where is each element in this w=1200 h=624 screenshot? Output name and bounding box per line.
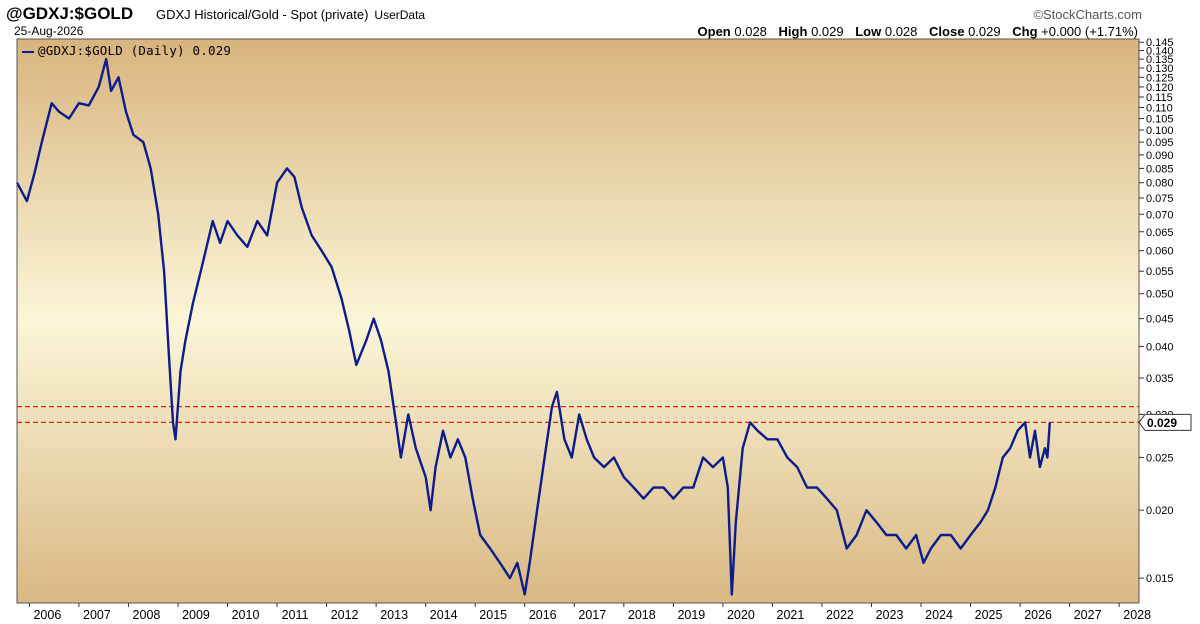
x-tick-label-10: 2016 bbox=[529, 608, 557, 622]
x-tick-label-1: 2007 bbox=[83, 608, 111, 622]
x-tick-label-17: 2023 bbox=[876, 608, 904, 622]
x-tick-label-6: 2012 bbox=[331, 608, 359, 622]
high-value: 0.029 bbox=[811, 24, 844, 39]
legend-swatch bbox=[22, 50, 34, 53]
y-tick-label-12: 0.075 bbox=[1146, 193, 1174, 205]
x-tick-label-7: 2013 bbox=[380, 608, 408, 622]
last-value-label: 0.029 bbox=[1147, 416, 1177, 430]
x-tick-label-15: 2021 bbox=[777, 608, 805, 622]
chart-symbol: @GDXJ:$GOLD bbox=[6, 4, 134, 23]
y-tick-label-4: 0.035 bbox=[1146, 373, 1174, 385]
y-tick-label-23: 0.130 bbox=[1146, 63, 1174, 75]
brand-label: ©StockCharts.com bbox=[1033, 7, 1142, 22]
y-tick-label-14: 0.085 bbox=[1146, 163, 1174, 175]
x-tick-label-8: 2014 bbox=[430, 608, 458, 622]
low-label: Low bbox=[855, 24, 882, 39]
plot-background bbox=[17, 39, 1139, 603]
y-tick-label-16: 0.095 bbox=[1146, 137, 1174, 149]
low-value: 0.028 bbox=[884, 24, 918, 39]
x-tick-label-12: 2018 bbox=[628, 608, 656, 622]
y-tick-label-22: 0.125 bbox=[1146, 72, 1174, 84]
legend-text: @GDXJ:$GOLD (Daily) 0.029 bbox=[38, 43, 232, 58]
userdata-label: UserData bbox=[374, 8, 426, 22]
chart-date: 25-Aug-2026 bbox=[14, 24, 84, 38]
last-value-marker: 0.029 bbox=[1138, 413, 1192, 431]
x-tick-label-3: 2009 bbox=[182, 608, 210, 622]
ohlc-readout: Open 0.028 High 0.029 Low 0.028 Close 0.… bbox=[698, 24, 1138, 39]
chg-label: Chg bbox=[1012, 24, 1038, 39]
x-axis: 2006 2007 2008 2009 2010 2011 2012 2013 2014 2015… bbox=[28, 603, 1151, 622]
y-tick-label-17: 0.100 bbox=[1146, 125, 1174, 137]
y-tick-label-24: 0.135 bbox=[1146, 54, 1174, 66]
plot-frame bbox=[16, 38, 1140, 604]
high-label: High bbox=[778, 24, 808, 39]
x-tick-label-4: 2010 bbox=[232, 608, 260, 622]
y-tick-label-13: 0.080 bbox=[1146, 178, 1174, 190]
x-tick-label-19: 2025 bbox=[975, 608, 1003, 622]
y-tick-label-0: 0.015 bbox=[1146, 573, 1174, 585]
x-tick-label-13: 2019 bbox=[677, 608, 705, 622]
x-tick-label-22: 2028 bbox=[1123, 608, 1151, 622]
x-tick-label-0: 2006 bbox=[33, 608, 61, 622]
x-tick-label-21: 2027 bbox=[1074, 608, 1102, 622]
last-value-box bbox=[1138, 413, 1192, 431]
description-text: GDXJ Historical/Gold - Spot (private) bbox=[156, 7, 369, 22]
chart-description: GDXJ Historical/Gold - Spot (private) Use… bbox=[156, 7, 425, 22]
y-tick-label-5: 0.040 bbox=[1146, 341, 1174, 353]
x-tick-label-16: 2022 bbox=[826, 608, 854, 622]
close-label: Close bbox=[929, 24, 965, 39]
y-tick-label-20: 0.115 bbox=[1146, 92, 1173, 104]
x-tick-label-9: 2015 bbox=[479, 608, 507, 622]
series-line bbox=[15, 57, 1051, 596]
y-tick-label-9: 0.060 bbox=[1146, 246, 1174, 258]
x-tick-label-18: 2024 bbox=[925, 608, 953, 622]
y-tick-label-26: 0.145 bbox=[1146, 37, 1174, 49]
x-tick-label-2: 2008 bbox=[133, 608, 161, 622]
y-tick-label-1: 0.020 bbox=[1146, 505, 1174, 517]
y-tick-label-10: 0.065 bbox=[1146, 227, 1174, 239]
x-tick-label-14: 2020 bbox=[727, 608, 755, 622]
y-tick-label-8: 0.055 bbox=[1146, 266, 1174, 278]
y-tick-label-21: 0.120 bbox=[1146, 82, 1174, 94]
x-tick-label-20: 2026 bbox=[1024, 608, 1052, 622]
x-tick-label-11: 2017 bbox=[578, 608, 606, 622]
open-label: Open bbox=[697, 24, 731, 39]
chart-legend: @GDXJ:$GOLD (Daily) 0.029 bbox=[22, 43, 231, 58]
open-value: 0.028 bbox=[734, 24, 767, 39]
y-tick-label-19: 0.110 bbox=[1146, 102, 1173, 114]
y-tick-label-18: 0.105 bbox=[1146, 113, 1174, 125]
y-tick-label-6: 0.045 bbox=[1146, 314, 1174, 326]
y-tick-label-11: 0.070 bbox=[1146, 209, 1174, 221]
y-tick-label-7: 0.050 bbox=[1146, 289, 1174, 301]
y-axis: 0.0150.0200.0250.0300.0350.0400.0450.050… bbox=[1139, 37, 1174, 585]
x-tick-label-5: 2011 bbox=[282, 608, 309, 622]
y-tick-label-15: 0.090 bbox=[1146, 150, 1174, 162]
chg-value: +0.000 (+1.71%) bbox=[1041, 24, 1138, 39]
y-tick-label-2: 0.025 bbox=[1146, 452, 1174, 464]
close-value: 0.029 bbox=[968, 24, 1001, 39]
y-tick-label-25: 0.140 bbox=[1146, 46, 1174, 58]
